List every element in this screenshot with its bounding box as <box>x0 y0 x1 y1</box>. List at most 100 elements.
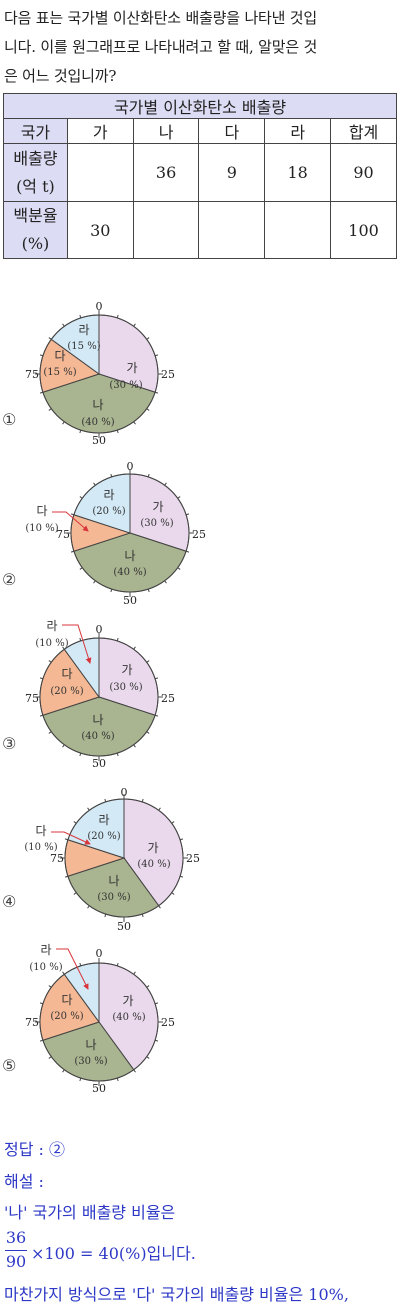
value-da: (20 %) <box>50 1011 83 1022</box>
scale-bottom: 50 <box>123 594 137 607</box>
option-4[interactable]: 0 25 50 75 가 (40 %) 나 (30 %) 라 (20 %) 다 … <box>0 778 400 938</box>
callout-value-da: (10 %) <box>24 842 57 853</box>
scale-tick <box>48 408 52 411</box>
scale-tick <box>158 807 161 811</box>
scale-tick <box>116 637 119 642</box>
row-emission-label-line1: 배출량 <box>13 148 58 168</box>
option-1[interactable]: 0 25 50 75 가 (30 %) 나 (40 %) 다 (15 %) 라 … <box>0 296 400 456</box>
scale-tick <box>133 646 136 650</box>
scale-left: 75 <box>50 852 64 865</box>
scale-tick <box>62 421 65 425</box>
scale-tick <box>104 913 107 918</box>
scale-tick <box>146 337 150 340</box>
cell-emission-ra: 18 <box>264 143 332 202</box>
question-line-3: 은 어느 것입니까? <box>4 67 117 85</box>
scale-tick <box>110 588 113 593</box>
scale-tick <box>62 971 65 975</box>
cell-emission-total: 90 <box>330 143 397 202</box>
fraction-bar <box>5 1250 27 1251</box>
scale-tick <box>133 1069 136 1073</box>
row-percent-label: 백분율 (%) <box>3 201 68 259</box>
explanation-line-3: 마찬가지 방식으로 '다' 국가의 배출량 비율은 10%, <box>4 1285 349 1304</box>
callout-label-ra: 라 <box>46 619 57 633</box>
option-3[interactable]: 0 25 50 75 가 (30 %) 나 (40 %) 다 (20 %) 라 … <box>0 617 400 777</box>
scale-top: 0 <box>96 947 103 960</box>
scale-right: 25 <box>192 528 206 541</box>
value-na: (40 %) <box>81 417 114 428</box>
scale-left: 75 <box>25 368 39 381</box>
option-2[interactable]: 0 25 50 75 가 (30 %) 나 (40 %) 라 (20 %) 다 … <box>0 456 400 616</box>
callout-label-da: 다 <box>36 504 47 518</box>
scale-tick <box>116 752 119 757</box>
scale-tick <box>185 550 190 553</box>
value-da: (20 %) <box>50 686 83 697</box>
scale-tick <box>87 905 90 909</box>
scale-tick <box>147 473 150 478</box>
scale-tick <box>154 714 159 717</box>
header-na: 나 <box>132 118 200 144</box>
pie-chart-5: 0 25 50 75 가 (40 %) 나 (30 %) 다 (20 %) 라 … <box>25 943 175 1095</box>
scale-right: 25 <box>161 368 175 381</box>
scale-tick <box>133 744 136 748</box>
scale-tick <box>154 1002 159 1005</box>
scale-bottom: 50 <box>92 1082 106 1095</box>
label-ga: 가 <box>122 994 133 1008</box>
scale-tick <box>154 354 159 357</box>
scale-bottom: 50 <box>117 920 131 933</box>
cell-percent-total: 100 <box>330 201 397 259</box>
scale-tick <box>48 660 52 663</box>
cell-percent-na <box>132 201 200 259</box>
callout-label-ra: 라 <box>40 943 51 957</box>
cell-emission-na: 36 <box>132 143 200 202</box>
value-ga: (30 %) <box>140 518 173 529</box>
value-ga: (40 %) <box>137 859 170 870</box>
label-ga: 가 <box>147 841 158 855</box>
scale-tick <box>79 962 82 967</box>
callout-value-da: (10 %) <box>25 523 58 534</box>
scale-left: 75 <box>56 528 70 541</box>
scale-tick <box>39 714 44 717</box>
row-percent-label-line2: (%) <box>21 234 50 253</box>
pie-chart-1: 0 25 50 75 가 (30 %) 나 (40 %) 다 (15 %) 라 … <box>25 300 175 447</box>
label-ga: 가 <box>152 500 163 514</box>
label-da: 다 <box>54 349 65 363</box>
value-na: (30 %) <box>97 892 130 903</box>
scale-tick <box>171 821 175 824</box>
question-line-2: 니다. 이를 원그래프로 나타내려고 할 때, 알맞은 것 <box>4 38 318 56</box>
scale-top: 0 <box>127 460 134 473</box>
option-number-4: ④ <box>2 892 17 911</box>
value-ga: (30 %) <box>109 380 142 391</box>
scale-tick <box>177 496 181 499</box>
label-ra: 라 <box>98 813 109 827</box>
scale-tick <box>39 391 44 394</box>
value-ga: (30 %) <box>109 682 142 693</box>
scale-tick <box>133 971 136 975</box>
value-ra: (20 %) <box>92 506 125 517</box>
scale-tick <box>141 798 144 803</box>
scale-tick <box>116 429 119 434</box>
fraction-numerator: 36 <box>5 1228 27 1247</box>
label-na: 나 <box>108 874 119 888</box>
value-ra: (20 %) <box>87 831 120 842</box>
scale-tick <box>93 482 96 486</box>
scale-tick <box>154 677 159 680</box>
option-5[interactable]: 0 25 50 75 가 (40 %) 나 (30 %) 다 (20 %) 라 … <box>0 939 400 1099</box>
option-number-5: ⑤ <box>2 1056 17 1075</box>
table-title: 국가별 이산화탄소 배출량 <box>3 93 397 119</box>
row-emission-label: 배출량 (억 t) <box>3 143 68 202</box>
scale-tick <box>133 323 136 327</box>
scale-tick <box>147 588 150 593</box>
scale-bottom: 50 <box>92 757 106 770</box>
scale-tick <box>62 646 65 650</box>
scale-tick <box>87 807 90 811</box>
scale-tick <box>79 314 82 319</box>
scale-tick <box>48 731 52 734</box>
scale-tick <box>79 752 82 757</box>
scale-right: 25 <box>186 852 200 865</box>
scale-tick <box>110 473 113 478</box>
option-number-2: ② <box>2 570 17 589</box>
row-percent-label-line1: 백분율 <box>13 206 58 225</box>
cell-percent-ga: 30 <box>66 201 134 259</box>
callout-label-da: 다 <box>35 824 46 838</box>
scale-tick <box>146 731 150 734</box>
